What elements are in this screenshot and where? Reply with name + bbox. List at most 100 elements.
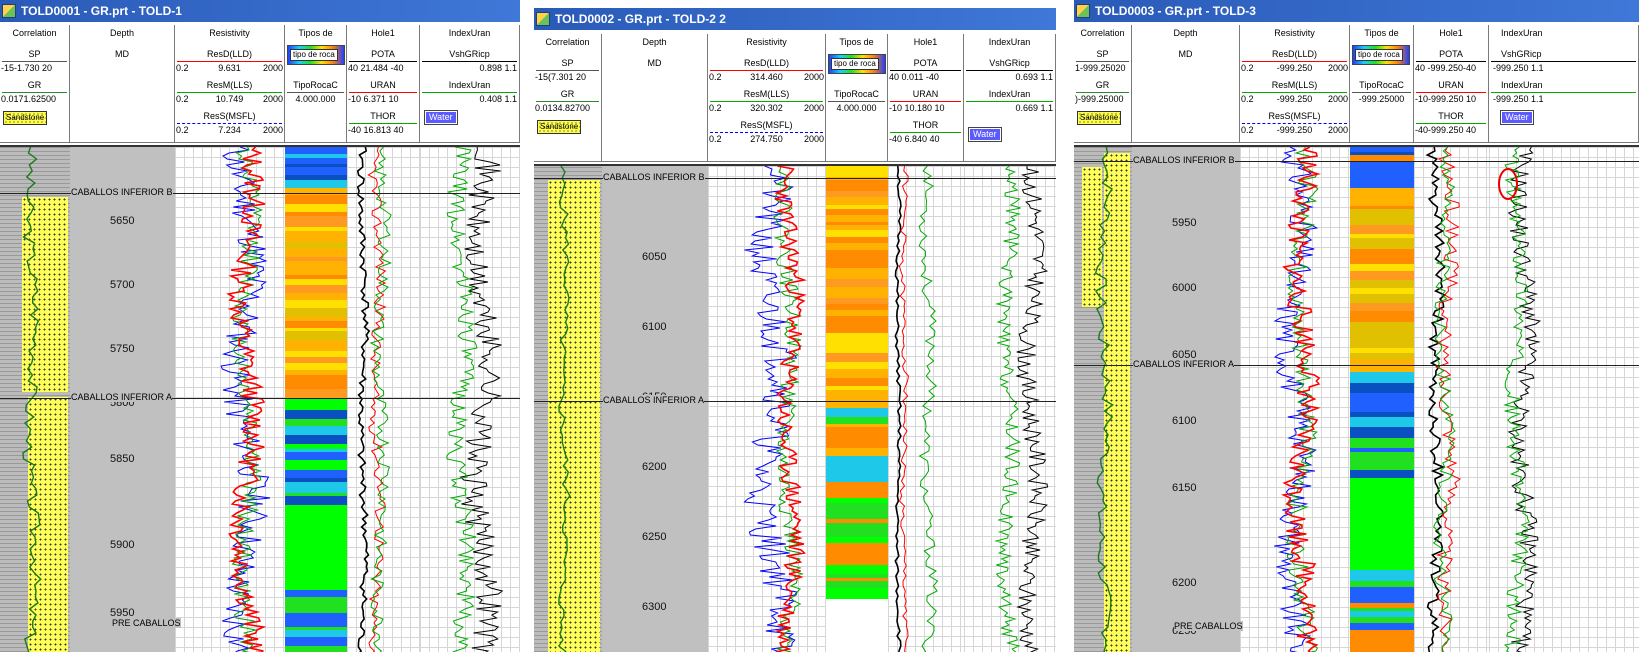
tiporoca-label: TipoRocaC bbox=[834, 89, 879, 99]
uran-label: URAN bbox=[1438, 80, 1464, 90]
depth-label: 5950 bbox=[1172, 217, 1197, 229]
facies-band bbox=[1350, 427, 1414, 438]
facies-band bbox=[1350, 264, 1414, 271]
resm-label: ResM(LLS) bbox=[1271, 80, 1318, 90]
facies-band bbox=[1350, 238, 1414, 249]
facies-band bbox=[285, 633, 347, 637]
resm-value: 10.749 bbox=[215, 94, 244, 104]
facies-track[interactable] bbox=[826, 166, 888, 652]
facies-band bbox=[285, 279, 347, 285]
resistivity-header[interactable]: Resistivity ResD(LLD) 0.2 9.631 2000 Res… bbox=[175, 25, 285, 143]
resm-max: 2000 bbox=[803, 103, 824, 113]
resistivity-header[interactable]: Resistivity ResD(LLD) 0.2 314.460 2000 R… bbox=[708, 34, 826, 162]
hole-header[interactable]: Hole1 POTA 40 21.484 -40 URAN -10 6.371 … bbox=[347, 25, 420, 143]
hole-track[interactable] bbox=[1414, 147, 1489, 652]
depth-label: 6200 bbox=[642, 461, 667, 473]
vsh-label: VshGRicp bbox=[449, 49, 490, 59]
facies-header[interactable]: Tipos de tipo de roca TipoRocaC 4.000.00… bbox=[826, 34, 888, 162]
facies-band bbox=[285, 293, 347, 300]
depth-label: 5950 bbox=[110, 607, 135, 619]
correlation-header[interactable]: Correlation SP 1-999.25020 GR )-999.2500… bbox=[1074, 25, 1132, 143]
resm-min: 0.2 bbox=[709, 103, 722, 113]
facies-band bbox=[285, 317, 347, 321]
resistivity-track[interactable] bbox=[175, 147, 285, 652]
correlation-track[interactable] bbox=[534, 166, 602, 652]
hole-header[interactable]: Hole1 POTA 40 0.011 -40 URAN -10 10.180 … bbox=[888, 34, 964, 162]
window-title-bar[interactable]: TOLD0001 - GR.prt - TOLD-1 bbox=[0, 0, 520, 22]
correlation-header[interactable]: Correlation SP -15-1.730 20 GR 0.0171.62… bbox=[0, 25, 70, 143]
facies-band bbox=[285, 554, 347, 557]
depth-header[interactable]: Depth MD bbox=[602, 34, 708, 162]
facies-header[interactable]: Tipos de tipo de roca TipoRocaC 4.000.00… bbox=[285, 25, 347, 143]
track-header: Correlation SP -15(7.301 20 GR 0.0134.82… bbox=[534, 34, 1056, 162]
facies-label: Tipos de bbox=[1364, 28, 1399, 38]
index-track[interactable] bbox=[1489, 147, 1639, 652]
facies-band bbox=[285, 607, 347, 613]
sandstone-badge: Sandstone bbox=[537, 120, 582, 134]
facies-band bbox=[1350, 383, 1414, 393]
facies-band bbox=[1350, 570, 1414, 581]
index-header[interactable]: IndexUran VshGRicp 0.693 1.1 IndexUran 0… bbox=[964, 34, 1056, 162]
index-track[interactable] bbox=[420, 147, 520, 652]
facies-band bbox=[1350, 332, 1414, 341]
facies-band bbox=[285, 351, 347, 357]
facies-band bbox=[285, 268, 347, 275]
log-tracks[interactable]: 5650 5700 5750 5800 5850 5900 5950 CABALLOS bbox=[0, 145, 520, 652]
correlation-track[interactable] bbox=[0, 147, 70, 652]
sand-fill bbox=[1082, 167, 1102, 307]
facies-band bbox=[1350, 504, 1414, 510]
log-window-told2[interactable]: TOLD0002 - GR.prt - TOLD-2 2 Correlation… bbox=[534, 0, 1056, 652]
index-header[interactable]: IndexUran VshGRicp -999.250 1.1 IndexUra… bbox=[1489, 25, 1639, 143]
depth-reference: MD bbox=[115, 49, 129, 59]
facies-band bbox=[826, 581, 888, 584]
hole-track[interactable] bbox=[347, 147, 420, 652]
index-header[interactable]: IndexUran VshGRicp 0.898 1.1 IndexUran 0… bbox=[420, 25, 520, 143]
facies-band bbox=[285, 576, 347, 584]
facies-band bbox=[1350, 199, 1414, 206]
log-tracks[interactable]: 605061006150620062506300 CABALLOS INF bbox=[534, 164, 1056, 652]
depth-track[interactable]: 5950 6000 6050 6100 6150 6200 6250 bbox=[1132, 147, 1240, 652]
facies-track[interactable] bbox=[285, 147, 347, 652]
index-track[interactable] bbox=[964, 166, 1056, 652]
facies-band bbox=[826, 209, 888, 215]
track-header: Correlation SP -15-1.730 20 GR 0.0171.62… bbox=[0, 25, 520, 143]
facies-band bbox=[1350, 617, 1414, 623]
resm-label: ResM(LLS) bbox=[206, 80, 253, 90]
facies-band bbox=[826, 584, 888, 588]
highlight-circle bbox=[1498, 168, 1518, 200]
log-window-told1[interactable]: TOLD0001 - GR.prt - TOLD-1 Correlation S… bbox=[0, 0, 520, 652]
depth-header[interactable]: Depth MD bbox=[1132, 25, 1240, 143]
resistivity-track[interactable] bbox=[708, 166, 826, 652]
facies-header[interactable]: Tipos de tipo de roca TipoRocaC -999.250… bbox=[1350, 25, 1414, 143]
window-title-bar[interactable]: TOLD0003 - GR.prt - TOLD-3 bbox=[1074, 0, 1639, 22]
facies-band bbox=[1350, 177, 1414, 188]
window-title-bar[interactable]: TOLD0002 - GR.prt - TOLD-2 2 bbox=[534, 8, 1056, 30]
facies-band bbox=[826, 456, 888, 464]
app-icon bbox=[2, 4, 16, 18]
vsh-label: VshGRicp bbox=[1501, 49, 1542, 59]
log-tracks[interactable]: 5950 6000 6050 6100 6150 6200 6250 bbox=[1074, 145, 1639, 652]
facies-band bbox=[1350, 188, 1414, 192]
depth-label: 5900 bbox=[110, 539, 135, 551]
ress-value: 274.750 bbox=[750, 134, 783, 144]
facies-band bbox=[826, 588, 888, 599]
facies-track[interactable] bbox=[1350, 147, 1414, 652]
hole-track[interactable] bbox=[888, 166, 964, 652]
facies-band bbox=[285, 637, 347, 640]
hole-label: Hole1 bbox=[371, 28, 395, 38]
ress-label: ResS(MSFL) bbox=[1268, 111, 1321, 121]
facies-band bbox=[826, 543, 888, 554]
facies-band bbox=[285, 195, 347, 204]
correlation-header[interactable]: Correlation SP -15(7.301 20 GR 0.0134.82… bbox=[534, 34, 602, 162]
hole-header[interactable]: Hole1 POTA 40 -999.250-40 URAN -10-999.2… bbox=[1414, 25, 1489, 143]
depth-header[interactable]: Depth MD bbox=[70, 25, 175, 143]
facies-band bbox=[285, 532, 347, 542]
facies-band bbox=[1350, 219, 1414, 225]
resistivity-track[interactable] bbox=[1240, 147, 1350, 652]
correlation-track[interactable] bbox=[1074, 147, 1132, 652]
log-window-told3[interactable]: TOLD0003 - GR.prt - TOLD-3 Correlation S… bbox=[1074, 0, 1639, 652]
resistivity-header[interactable]: Resistivity ResD(LLD) 0.2 -999.250 2000 … bbox=[1240, 25, 1350, 143]
ress-max: 2000 bbox=[803, 134, 824, 144]
facies-band bbox=[826, 316, 888, 320]
depth-track[interactable]: 605061006150620062506300 bbox=[602, 166, 708, 652]
